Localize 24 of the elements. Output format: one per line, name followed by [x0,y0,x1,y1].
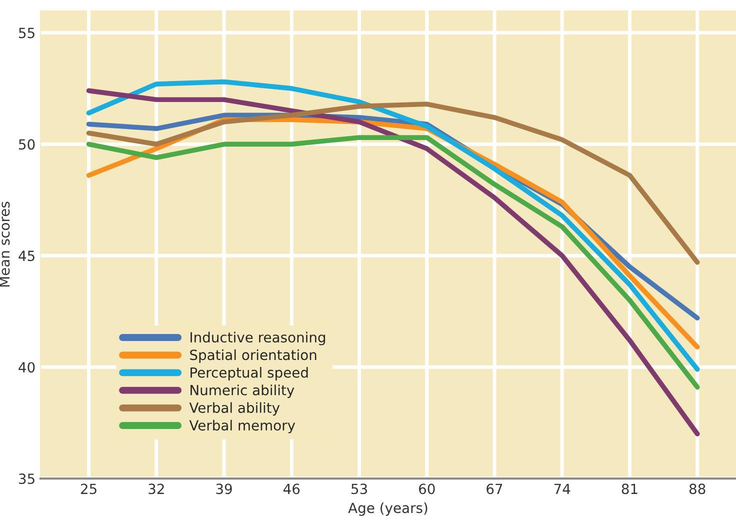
x-tick-label: 25 [80,484,96,494]
x-tick-label: 81 [622,484,638,494]
y-tick-label: 45 [18,250,34,262]
x-tick-label: 88 [689,484,706,494]
x-tick-label: 39 [216,484,232,494]
line-series [86,88,700,436]
line-series [86,102,700,265]
legend-label: Spatial orientation [190,349,316,363]
legend-label: Verbal ability [189,402,280,416]
legend-label: Inductive reasoning [190,332,326,346]
y-tick-label: 55 [19,28,34,38]
y-tick-label: 50 [19,139,35,150]
legend-label: Verbal memory [189,420,296,434]
x-tick-label: 53 [351,484,367,494]
x-tick-label: 67 [486,484,502,494]
x-tick-label: 46 [283,484,300,494]
x-tick-label: 32 [148,484,164,494]
x-axis-title: Age (years) [348,502,428,516]
y-tick-label: 35 [19,474,34,484]
y-tick-label: 40 [18,362,35,373]
legend-label: Numeric ability [190,384,294,398]
x-tick-label: 60 [419,484,435,494]
legend-label: Perceptual speed [190,367,308,380]
x-tick-label: 74 [554,484,570,494]
